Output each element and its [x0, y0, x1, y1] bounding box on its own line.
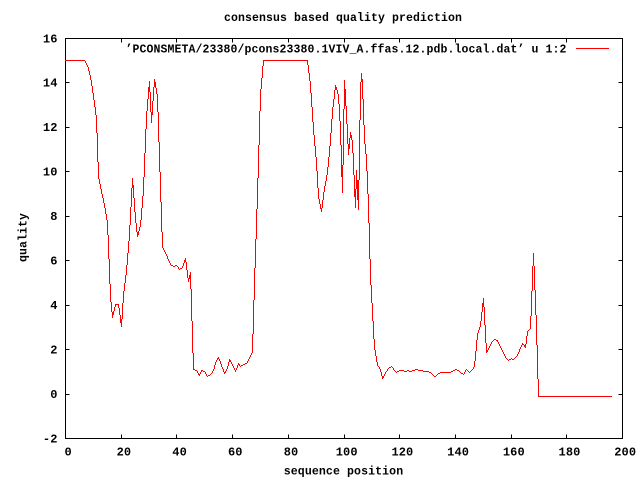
svg-text:140: 140: [447, 445, 469, 459]
svg-text:8: 8: [50, 210, 57, 224]
svg-text:200: 200: [614, 445, 636, 459]
svg-text:12: 12: [43, 121, 58, 135]
svg-text:120: 120: [391, 445, 413, 459]
svg-text:100: 100: [336, 445, 358, 459]
svg-text:0: 0: [50, 388, 57, 402]
svg-text:sequence position: sequence position: [284, 465, 404, 479]
svg-text:16: 16: [43, 32, 58, 46]
svg-text:0: 0: [65, 445, 72, 459]
svg-text:consensus based quality predic: consensus based quality prediction: [224, 11, 462, 25]
svg-text:4: 4: [50, 299, 57, 313]
svg-text:14: 14: [43, 77, 58, 91]
svg-text:80: 80: [284, 445, 299, 459]
svg-text:180: 180: [559, 445, 581, 459]
svg-text:20: 20: [117, 445, 132, 459]
svg-text:160: 160: [503, 445, 525, 459]
svg-text:quality: quality: [17, 213, 31, 262]
svg-text:-2: -2: [43, 432, 58, 446]
svg-text:2: 2: [50, 343, 57, 357]
svg-text:10: 10: [43, 166, 58, 180]
svg-text:’PCONSMETA/23380/pcons23380.1V: ’PCONSMETA/23380/pcons23380.1VIV_A.ffas.…: [126, 43, 567, 57]
svg-text:40: 40: [172, 445, 187, 459]
svg-text:60: 60: [228, 445, 243, 459]
svg-text:6: 6: [50, 255, 57, 269]
